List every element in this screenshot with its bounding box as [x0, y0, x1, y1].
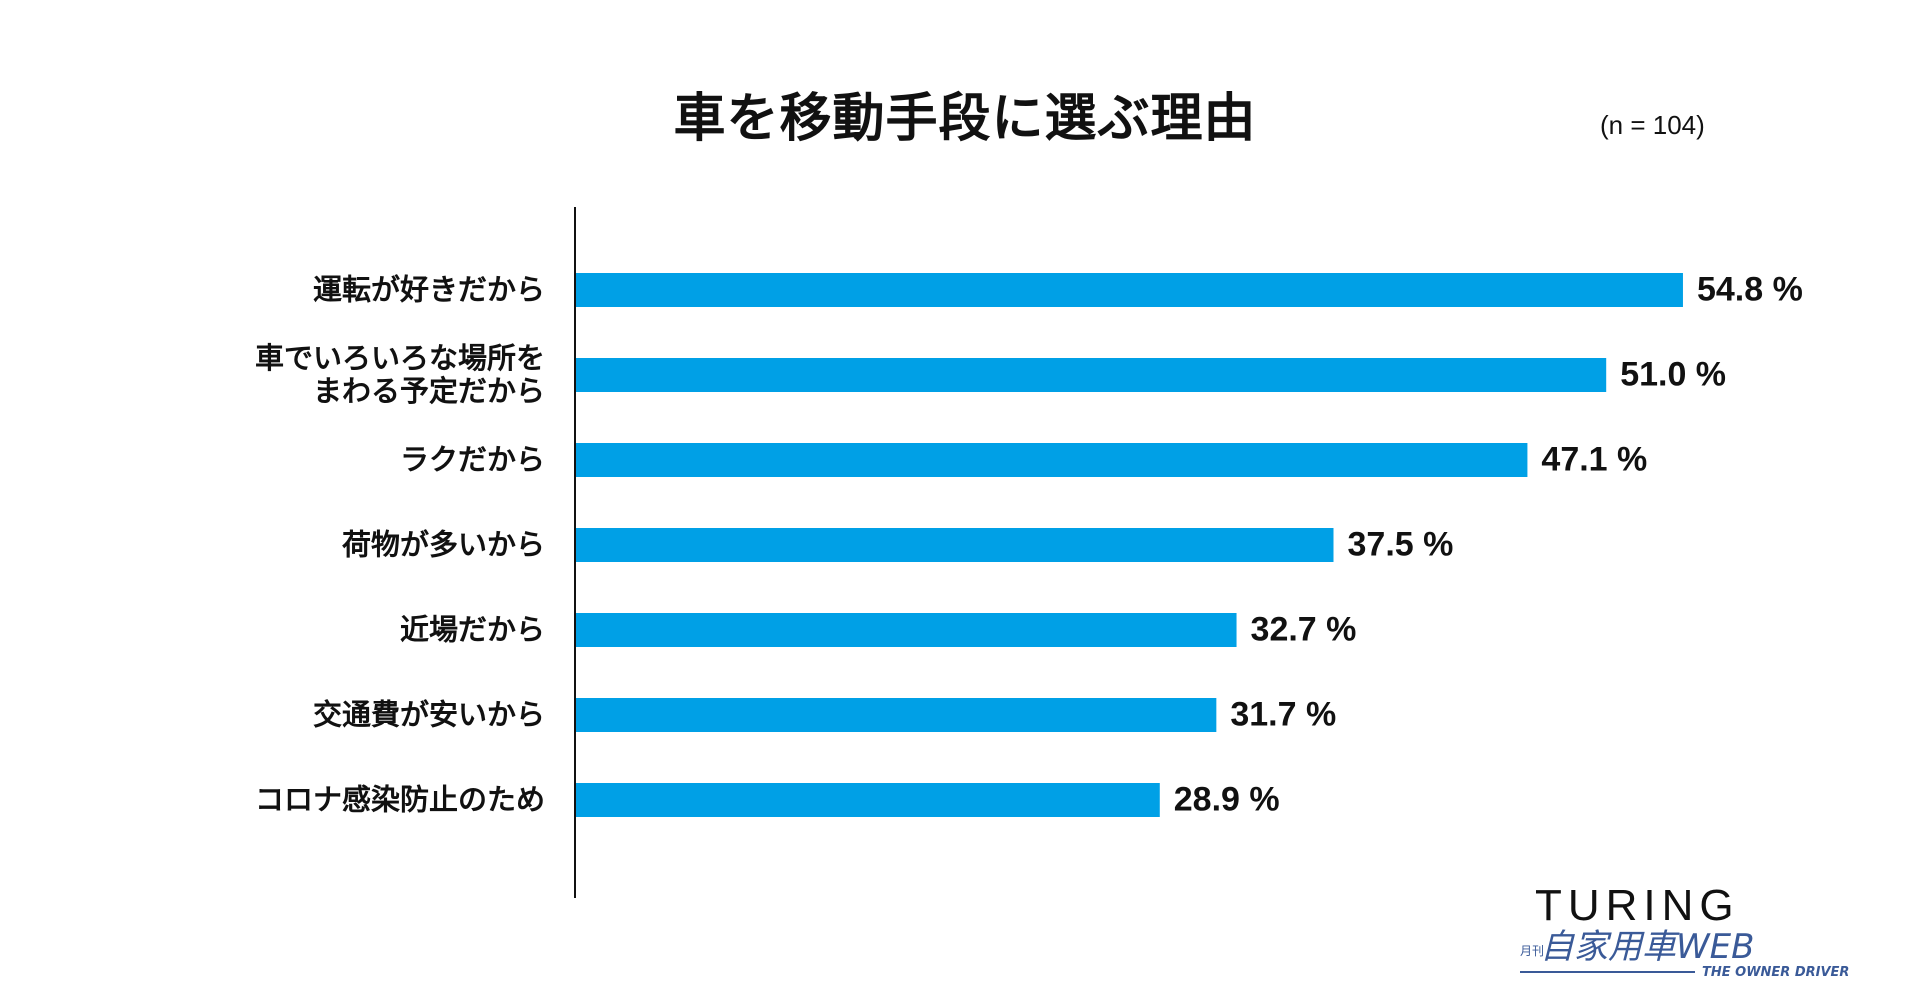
svg-text:自家用車WEB: 自家用車WEB	[1540, 927, 1754, 967]
value-label: 32.7 %	[1250, 610, 1357, 649]
bar	[576, 613, 1237, 647]
bar	[576, 783, 1160, 817]
category-label: 交通費が安いから	[312, 697, 545, 732]
bar	[576, 698, 1217, 732]
bar	[576, 528, 1334, 562]
category-label: コロナ感染防止のため	[254, 782, 545, 817]
category-label: 荷物が多いから	[341, 527, 545, 562]
svg-text:TURING: TURING	[1535, 881, 1740, 930]
value-label: 37.5 %	[1347, 525, 1454, 564]
svg-text:月刊: 月刊	[1520, 944, 1544, 958]
value-label: 28.9 %	[1173, 780, 1280, 819]
value-label: 31.7 %	[1230, 695, 1337, 734]
bar	[576, 273, 1683, 307]
category-label: 車でいろいろな場所を まわる予定だから	[254, 341, 545, 408]
category-label: 運転が好きだから	[312, 272, 545, 307]
category-label: ラクだから	[399, 442, 545, 477]
value-label: 51.0 %	[1620, 355, 1727, 394]
sample-size-note: (n = 104)	[1600, 110, 1705, 140]
turing-logo: TURING 自家用車WEB 月刊 THE OWNER DRIVER	[1520, 881, 1849, 980]
chart-title: 車を移動手段に選ぶ理由	[673, 89, 1257, 149]
category-label: 近場だから	[399, 612, 545, 647]
value-label: 47.1 %	[1541, 440, 1648, 479]
svg-text:THE OWNER DRIVER: THE OWNER DRIVER	[1702, 965, 1849, 980]
value-label: 54.8 %	[1696, 270, 1803, 309]
bar	[576, 358, 1607, 392]
bar	[576, 443, 1528, 477]
